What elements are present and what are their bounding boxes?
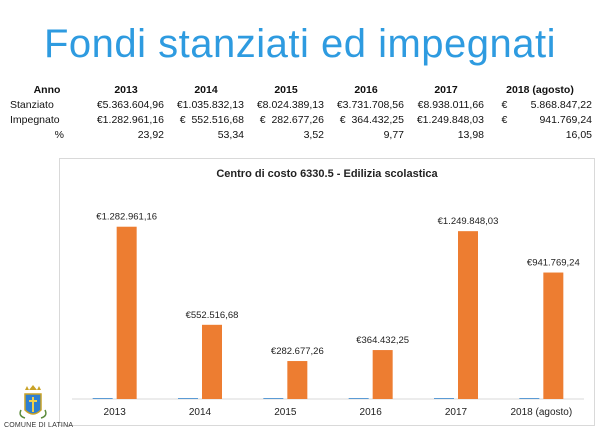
bar-series-2 <box>287 361 308 399</box>
chart-container: Centro di costo 6330.5 - Edilizia scolas… <box>59 158 595 426</box>
bar-series-1 <box>348 398 369 399</box>
table-cell: €1.249.848,03 <box>416 113 484 126</box>
table-header-cell: 2014 <box>194 83 218 96</box>
table-cell: €1.035.832,13 <box>176 98 244 111</box>
data-label: €364.432,25 <box>356 335 409 346</box>
table-header-cell: 2013 <box>114 83 138 96</box>
table-cell: € 552.516,68 <box>179 113 244 126</box>
table-cell: €8.024.389,13 <box>256 98 324 111</box>
x-tick-label: 2014 <box>189 407 212 418</box>
bar-series-2 <box>202 324 222 399</box>
table-cell: 23,92 <box>137 128 164 141</box>
table-cell: €1.282.961,16 <box>96 113 164 126</box>
table-cell: 16,05 <box>565 128 592 141</box>
logo-caption: COMUNE DI LATINA <box>4 422 74 429</box>
table-cell: € 5.868.847,22 <box>501 98 593 111</box>
table-row: Stanziato €5.363.604,96 €1.035.832,13 €8… <box>8 97 594 112</box>
table-header-cell: 2018 (agosto) <box>506 83 574 96</box>
table-row: % 23,92 53,34 3,52 9,77 13,98 16,05 <box>8 127 594 142</box>
table-header-row: Anno 2013 2014 2015 2016 2017 2018 (agos… <box>8 82 594 97</box>
bar-series-1 <box>263 398 284 399</box>
table-cell: € 941.769,24 <box>501 113 592 126</box>
table-header-cell: Anno <box>33 83 61 96</box>
x-tick-label: 2017 <box>445 407 468 418</box>
table-cell: 13,98 <box>457 128 484 141</box>
funds-table: Anno 2013 2014 2015 2016 2017 2018 (agos… <box>8 82 594 142</box>
bar-series-1 <box>519 398 540 399</box>
table-cell: €5.363.604,96 <box>96 98 164 111</box>
table-header-cell: 2016 <box>354 83 378 96</box>
data-label: €941.769,24 <box>527 258 580 269</box>
table-cell: 53,34 <box>217 128 244 141</box>
bar-series-1 <box>178 398 198 399</box>
data-label: €282.677,26 <box>271 346 324 357</box>
chart-title: Centro di costo 6330.5 - Edilizia scolas… <box>216 168 438 180</box>
x-tick-label: 2015 <box>274 407 297 418</box>
bar-series-1 <box>92 398 113 399</box>
table-row: Impegnato €1.282.961,16 € 552.516,68 € 2… <box>8 112 594 127</box>
data-label: €1.282.961,16 <box>96 212 157 223</box>
table-header-cell: 2017 <box>434 83 458 96</box>
data-label: €552.516,68 <box>186 310 239 321</box>
page-title: Fondi stanziati ed impegnati <box>43 22 557 66</box>
x-tick-label: 2018 (agosto) <box>510 407 572 418</box>
bar-series-2 <box>543 272 564 399</box>
table-header-cell: 2015 <box>274 83 298 96</box>
bar-series-2 <box>458 231 478 399</box>
x-tick-label: 2013 <box>104 407 127 418</box>
x-tick-label: 2016 <box>360 407 383 418</box>
table-cell: 3,52 <box>303 128 324 141</box>
coat-of-arms-icon <box>8 384 58 434</box>
table-cell: € 282.677,26 <box>259 113 324 126</box>
row-label: Impegnato <box>10 113 60 126</box>
bar-series-1 <box>434 398 454 399</box>
bar-series-2 <box>372 350 393 399</box>
table-cell: €3.731.708,56 <box>336 98 404 111</box>
bar-chart: €1.282.961,16 2013 €552.516,68 2014 €282.677… <box>72 212 584 418</box>
table-cell: €8.938.011,66 <box>417 98 484 111</box>
bar-series-2 <box>116 226 137 399</box>
row-label: % <box>54 128 64 141</box>
table-cell: € 364.432,25 <box>339 113 404 126</box>
row-label: Stanziato <box>10 98 54 111</box>
table-cell: 9,77 <box>383 128 404 141</box>
data-label: €1.249.848,03 <box>438 216 499 227</box>
